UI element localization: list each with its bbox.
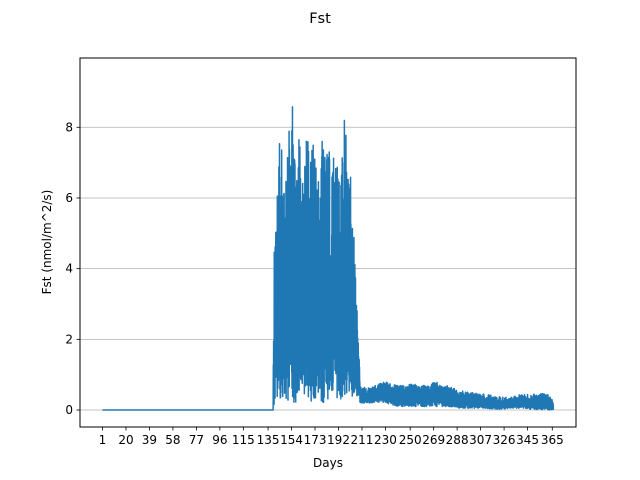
x-tick-label-0: 1 [99,433,107,447]
fst-series-line [101,106,555,411]
x-tick-label-4: 77 [189,433,204,447]
x-tick-label-14: 269 [422,433,445,447]
x-tick-label-11: 211 [351,433,374,447]
x-axis-label: Days [313,456,343,470]
x-tick-label-5: 96 [212,433,227,447]
x-tick-label-18: 345 [516,433,539,447]
y-axis-ticks: 0 2 4 6 8 [65,120,80,417]
x-tick-label-16: 307 [469,433,492,447]
data-series-fst [101,106,555,411]
chart-title: Fst [309,11,331,27]
y-axis-label: Fst (nmol/m^2/s) [40,190,54,295]
x-tick-label-12: 230 [374,433,397,447]
plot-frame [79,57,577,428]
x-tick-label-1: 20 [118,433,133,447]
y-tick-label-2: 4 [65,262,73,276]
y-tick-label-3: 6 [65,191,73,205]
x-tick-label-6: 115 [232,433,255,447]
x-tick-label-10: 192 [327,433,350,447]
y-tick-label-1: 2 [65,332,73,346]
x-tick-label-19: 365 [541,433,564,447]
x-tick-label-8: 154 [280,433,303,447]
x-axis-ticks: 1 20 39 58 77 96 115 135 154 173 192 211 230 250 269 28… [99,427,564,447]
x-tick-label-9: 173 [304,433,327,447]
x-tick-label-17: 326 [493,433,516,447]
x-tick-label-15: 288 [446,433,469,447]
y-tick-label-0: 0 [65,403,73,417]
y-tick-label-4: 8 [65,120,73,134]
x-tick-label-7: 135 [257,433,280,447]
x-tick-label-13: 250 [399,433,422,447]
x-tick-label-2: 39 [142,433,157,447]
x-tick-label-3: 58 [165,433,180,447]
